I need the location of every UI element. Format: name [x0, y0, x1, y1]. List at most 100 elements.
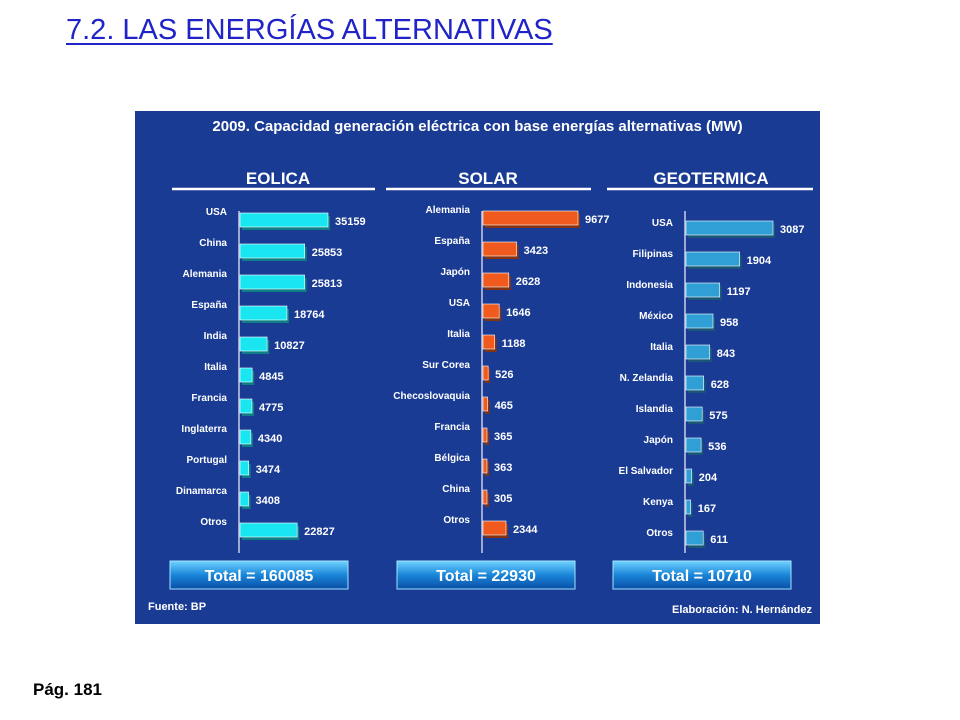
- bar: [685, 530, 704, 546]
- category-label: Italia: [650, 342, 673, 353]
- category-label: Otros: [200, 517, 227, 528]
- bar: [685, 468, 693, 484]
- category-label: Sur Corea: [422, 360, 470, 371]
- bar: [239, 460, 249, 476]
- category-label: USA: [449, 298, 470, 309]
- value-label: 843: [717, 348, 735, 360]
- category-label: Filipinas: [632, 249, 673, 260]
- bar: [482, 427, 488, 443]
- category-label: China: [199, 238, 227, 249]
- chart-title: 2009. Capacidad generación eléctrica con…: [212, 118, 743, 135]
- panel-eolica: EOLICA USA 35159 China 25853 Alemania 25813 Esp…: [169, 169, 375, 590]
- category-label: España: [434, 236, 470, 247]
- total-label: Total = 10710: [652, 568, 752, 585]
- bar: [482, 303, 500, 319]
- bar: [239, 212, 329, 228]
- category-label: Alemania: [183, 269, 228, 280]
- value-label: 25813: [312, 278, 343, 290]
- category-label: Japón: [441, 267, 470, 278]
- value-label: 365: [494, 431, 512, 443]
- slide-title: 7.2. LAS ENERGÍAS ALTERNATIVAS: [66, 14, 553, 46]
- source-note: Fuente: BP: [148, 601, 207, 613]
- bar: [482, 489, 488, 505]
- category-label: Kenya: [643, 497, 673, 508]
- value-label: 18764: [294, 309, 325, 321]
- value-label: 1197: [727, 286, 751, 298]
- chart-panel: 2009. Capacidad generación eléctrica con…: [135, 111, 820, 624]
- value-label: 204: [699, 472, 718, 484]
- value-label: 958: [720, 317, 738, 329]
- bar: [239, 305, 288, 321]
- bar: [482, 272, 510, 288]
- bar: [685, 344, 711, 360]
- bar: [482, 334, 495, 350]
- value-label: 3408: [256, 495, 280, 507]
- value-label: 3087: [780, 224, 804, 236]
- credit-note: Elaboración: N. Hernández: [672, 604, 812, 616]
- category-label: USA: [652, 218, 673, 229]
- category-label: Italia: [447, 329, 470, 340]
- panel-geotermica: GEOTERMICA USA 3087 Filipinas 1904 Indonesia 1…: [607, 169, 813, 590]
- category-label: Otros: [646, 528, 673, 539]
- category-label: Francia: [191, 393, 227, 404]
- page-number: Pág. 181: [33, 680, 102, 699]
- value-label: 35159: [335, 216, 366, 228]
- category-label: Alemania: [426, 205, 471, 216]
- value-label: 2344: [513, 524, 538, 536]
- value-label: 4775: [259, 402, 283, 414]
- bar: [482, 396, 488, 412]
- total-label: Total = 22930: [436, 568, 536, 585]
- value-label: 2628: [516, 276, 540, 288]
- value-label: 4845: [259, 371, 283, 383]
- category-label: Portugal: [186, 455, 227, 466]
- category-label: N. Zelandia: [620, 373, 674, 384]
- value-label: 575: [709, 410, 727, 422]
- value-label: 1188: [502, 338, 526, 350]
- panel-heading: SOLAR: [458, 169, 518, 188]
- total-label: Total = 160085: [205, 568, 314, 585]
- category-label: Italia: [204, 362, 227, 373]
- bar: [239, 491, 249, 507]
- category-label: Checoslovaquia: [393, 391, 470, 402]
- value-label: 1904: [747, 255, 772, 267]
- bar: [482, 365, 489, 381]
- value-label: 22827: [304, 526, 335, 538]
- value-label: 3423: [524, 245, 548, 257]
- category-label: El Salvador: [619, 466, 674, 477]
- bar: [239, 274, 305, 290]
- value-label: 305: [494, 493, 512, 505]
- category-label: India: [204, 331, 228, 342]
- category-label: USA: [206, 207, 227, 218]
- bar: [239, 336, 268, 352]
- value-label: 1646: [506, 307, 530, 319]
- bar: [239, 429, 252, 445]
- bar: [482, 458, 488, 474]
- value-label: 9677: [585, 214, 609, 226]
- bar: [685, 282, 721, 298]
- category-label: España: [191, 300, 227, 311]
- panel-heading: EOLICA: [246, 169, 310, 188]
- category-label: Dinamarca: [176, 486, 228, 497]
- bar: [685, 220, 774, 236]
- value-label: 536: [708, 441, 726, 453]
- chart-svg: EOLICA USA 35159 China 25853 Alemania 25813 Esp…: [169, 169, 813, 590]
- bar: [239, 367, 253, 383]
- category-label: Bélgica: [434, 453, 470, 464]
- bar: [685, 437, 702, 453]
- value-label: 628: [711, 379, 729, 391]
- bar: [239, 243, 306, 259]
- category-label: Islandia: [636, 404, 674, 415]
- category-label: México: [639, 311, 673, 322]
- category-label: Otros: [443, 515, 470, 526]
- bar: [239, 522, 298, 538]
- bar: [482, 241, 517, 257]
- bar: [685, 251, 740, 267]
- panel-heading: GEOTERMICA: [653, 169, 768, 188]
- bar: [685, 406, 703, 422]
- value-label: 3474: [256, 464, 281, 476]
- bar: [482, 210, 579, 226]
- total-box: [612, 560, 792, 590]
- category-label: Francia: [434, 422, 470, 433]
- value-label: 611: [710, 534, 728, 546]
- category-label: Inglaterra: [181, 424, 227, 435]
